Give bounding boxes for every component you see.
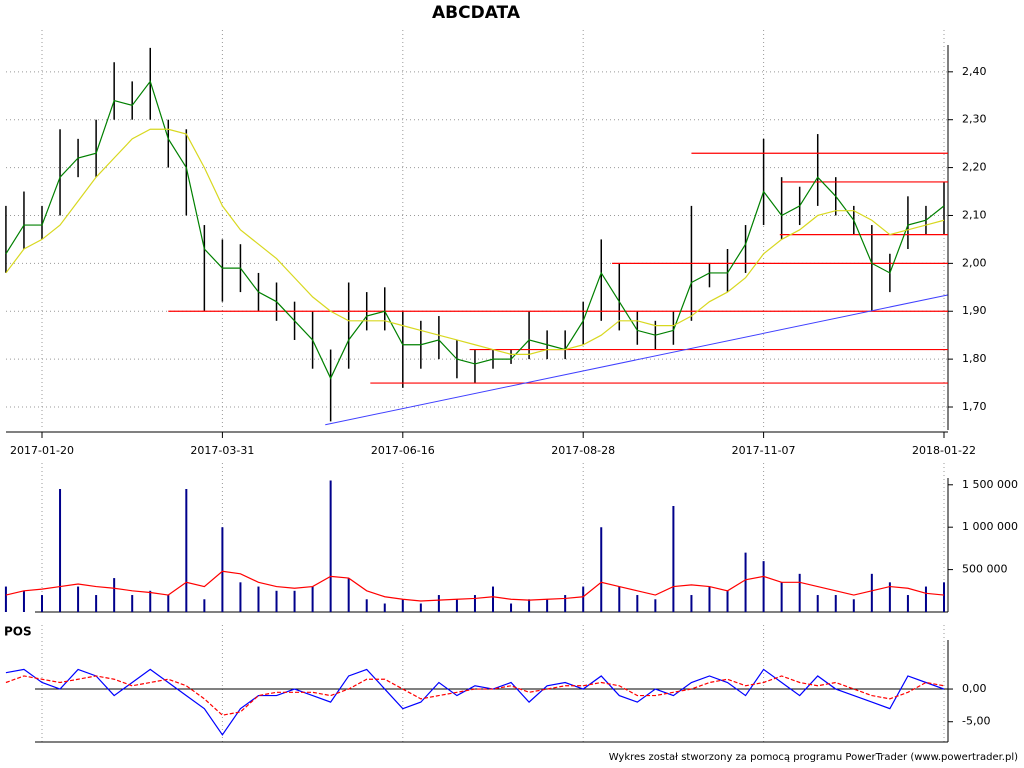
y-tick-label: 2,10 — [962, 208, 987, 221]
y-tick-label: 1,80 — [962, 352, 987, 365]
y-tick-label: 2,20 — [962, 161, 987, 174]
chart-title: ABCDATA — [432, 3, 521, 23]
y-tick-label: -5,00 — [962, 715, 990, 728]
footer: Wykres został stworzony za pomocą progra… — [609, 752, 1018, 763]
y-tick-label: 2,40 — [962, 65, 987, 78]
y-tick-label: 2,00 — [962, 256, 987, 269]
y-tick-label: 1,70 — [962, 400, 987, 413]
x-tick-label: 2017-06-16 — [371, 444, 435, 457]
x-tick-label: 2017-01-20 — [10, 444, 74, 457]
y-tick-label: 1 500 000 — [962, 478, 1018, 491]
x-tick-label: 2017-03-31 — [190, 444, 254, 457]
y-tick-label: 1 000 000 — [962, 520, 1018, 533]
x-tick-label: 2017-08-28 — [551, 444, 615, 457]
y-tick-label: 500 000 — [962, 563, 1008, 576]
panel-title: POS — [4, 625, 32, 639]
x-tick-label: 2017-11-07 — [732, 444, 796, 457]
y-tick-label: 0,00 — [962, 682, 987, 695]
oscillator-line — [5, 675, 945, 716]
x-tick-label: 2018-01-22 — [912, 444, 976, 457]
moving-average — [5, 80, 945, 380]
volume-average — [5, 570, 945, 602]
moving-average — [5, 128, 945, 355]
trend-line — [325, 294, 948, 426]
y-tick-label: 2,30 — [962, 113, 987, 126]
oscillator-line — [5, 668, 945, 736]
y-tick-label: 1,90 — [962, 304, 987, 317]
